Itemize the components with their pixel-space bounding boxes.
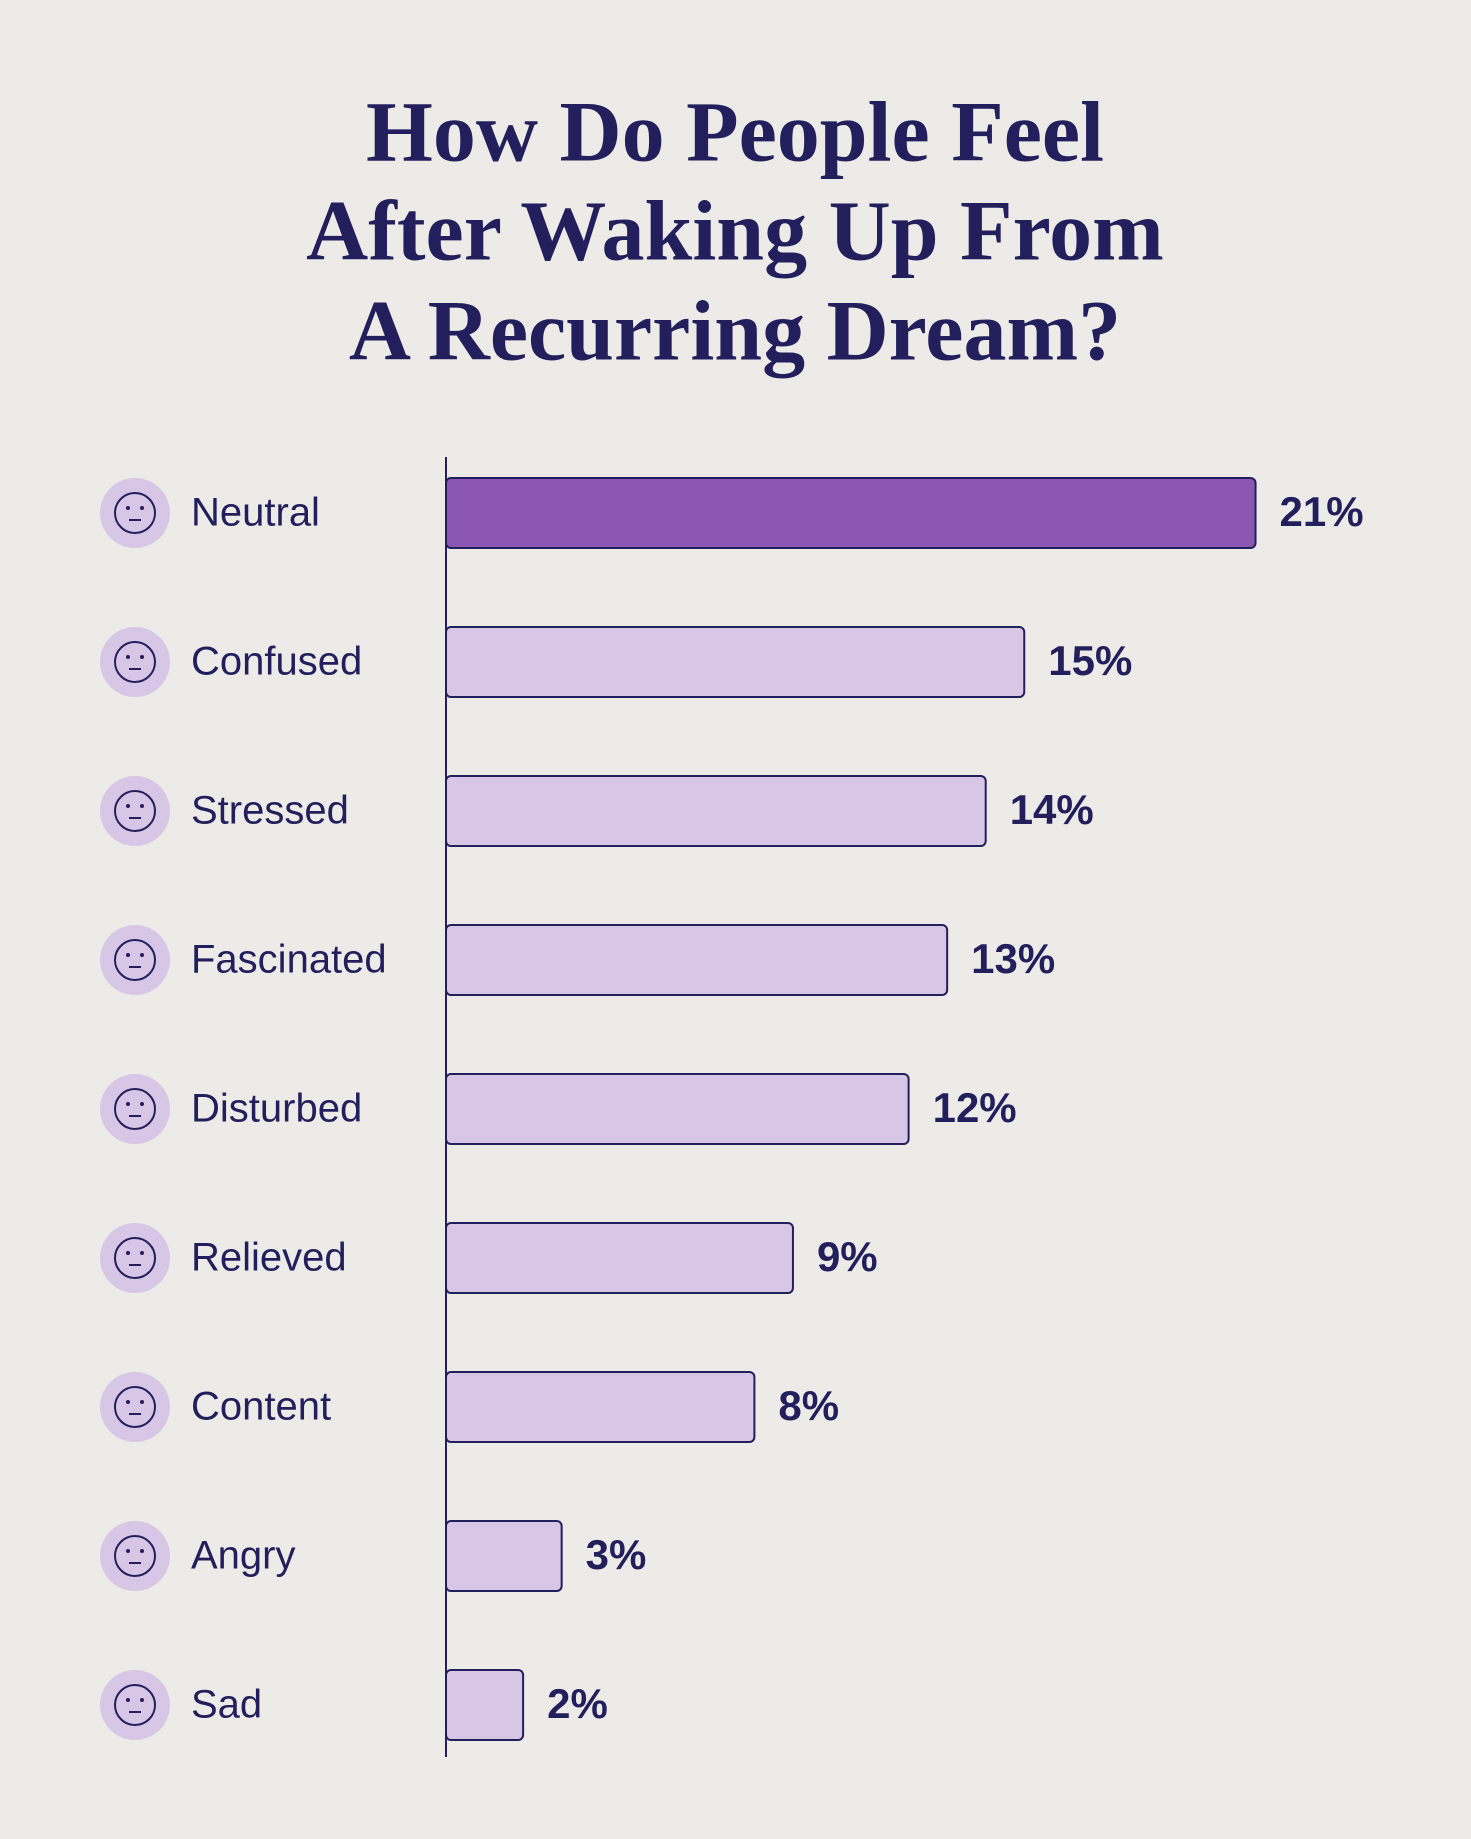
emotion-icon-face — [114, 1386, 156, 1428]
chart-title: A Recurring Dream? — [349, 283, 1121, 379]
emotion-icon-eye — [126, 655, 130, 659]
value-label: 3% — [586, 1531, 647, 1578]
emotion-icon — [100, 925, 170, 995]
bar — [445, 626, 1026, 698]
category-label: Fascinated — [191, 938, 387, 982]
emotion-icon-eye — [140, 953, 144, 957]
emotion-icon — [100, 1372, 170, 1442]
emotion-icon-eye — [126, 506, 130, 510]
emotion-icon-eye — [140, 804, 144, 808]
category-label: Stressed — [191, 789, 349, 833]
emotion-icon-eye — [140, 1102, 144, 1106]
emotion-icon — [100, 1521, 170, 1591]
category-label: Content — [191, 1385, 331, 1429]
emotion-icon-face — [114, 492, 156, 534]
emotion-icon-eye — [140, 1400, 144, 1404]
value-label: 15% — [1048, 637, 1132, 684]
emotion-icon-face — [114, 1088, 156, 1130]
emotion-icon-face — [114, 641, 156, 683]
bar — [445, 775, 987, 847]
emotion-icon — [100, 1223, 170, 1293]
emotion-icon-eye — [140, 506, 144, 510]
emotion-icon — [100, 1670, 170, 1740]
emotion-icon-eye — [126, 1549, 130, 1553]
emotion-icon-face — [114, 1535, 156, 1577]
category-label: Confused — [191, 640, 362, 684]
category-label: Relieved — [191, 1236, 347, 1280]
emotion-icon — [100, 1074, 170, 1144]
emotion-icon-eye — [126, 804, 130, 808]
emotion-icon-eye — [140, 1698, 144, 1702]
bar — [445, 1222, 794, 1294]
emotion-icon-face — [114, 790, 156, 832]
category-label: Angry — [191, 1534, 296, 1578]
emotion-icon — [100, 776, 170, 846]
emotion-icon-eye — [140, 655, 144, 659]
emotion-icon-eye — [140, 1251, 144, 1255]
emotion-icon-face — [114, 1237, 156, 1279]
emotion-icon-eye — [126, 1400, 130, 1404]
value-label: 12% — [933, 1084, 1017, 1131]
emotion-icon-eye — [126, 1251, 130, 1255]
emotion-icon-eye — [140, 1549, 144, 1553]
category-label: Sad — [191, 1683, 262, 1727]
emotion-icon — [100, 627, 170, 697]
category-label: Neutral — [191, 491, 320, 535]
chart-title: After Waking Up From — [306, 183, 1164, 279]
bar — [445, 477, 1257, 549]
emotion-icon-eye — [126, 1698, 130, 1702]
bar — [445, 1669, 525, 1741]
category-label: Disturbed — [191, 1087, 362, 1131]
value-label: 14% — [1010, 786, 1094, 833]
chart-title: How Do People Feel — [366, 84, 1104, 180]
bar — [445, 924, 949, 996]
emotion-icon-eye — [126, 953, 130, 957]
bar — [445, 1371, 756, 1443]
value-label: 2% — [547, 1680, 608, 1727]
emotion-icon-eye — [126, 1102, 130, 1106]
value-label: 21% — [1280, 488, 1364, 535]
value-label: 9% — [817, 1233, 878, 1280]
value-label: 8% — [778, 1382, 839, 1429]
emotion-icon-face — [114, 1684, 156, 1726]
value-label: 13% — [971, 935, 1055, 982]
emotion-icon-face — [114, 939, 156, 981]
bar — [445, 1520, 563, 1592]
emotion-icon — [100, 478, 170, 548]
bar — [445, 1073, 910, 1145]
